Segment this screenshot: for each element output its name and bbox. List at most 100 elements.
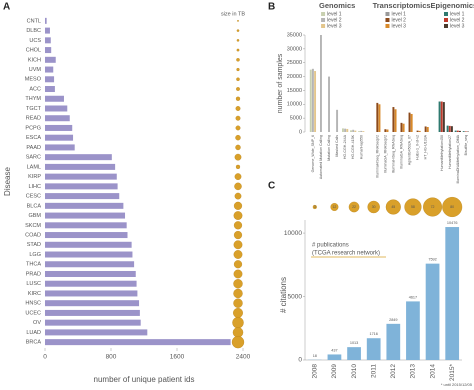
x-tick-label: 0 [43, 354, 47, 361]
y-tick-label: SKCM [25, 223, 41, 229]
bar [45, 280, 137, 287]
bar [45, 134, 74, 141]
x-tick-label: HG-CGH-415K [351, 134, 355, 159]
bar [309, 69, 312, 132]
panel-label: C [268, 181, 275, 192]
size-dot [237, 20, 239, 22]
bar [45, 105, 68, 112]
bar [45, 300, 140, 307]
value-label: 437 [331, 348, 337, 352]
bar [408, 112, 411, 132]
x-tick-label: IlluminaGA_RNASeqV2 [383, 135, 387, 173]
size-dot [234, 153, 242, 161]
legend-swatch [385, 24, 390, 28]
bar [446, 125, 449, 132]
y-tick-label: STAD [27, 242, 41, 248]
x-tick-label: AgilentG4502A_07 [408, 135, 412, 165]
size-dot [236, 39, 240, 42]
size-dot [235, 125, 241, 131]
bar [344, 128, 347, 132]
y-tick-label: THYM [25, 96, 41, 102]
y-tick-label: KICH [28, 57, 41, 63]
value-label: 2849 [389, 318, 397, 322]
bar [378, 104, 381, 132]
legend-label: level 3 [450, 23, 465, 29]
bar [346, 128, 349, 132]
bar [45, 251, 133, 258]
y-axis-label: # citations [279, 277, 288, 313]
bar [336, 109, 339, 132]
size-dot [235, 164, 241, 170]
legend-label: level 1 [450, 11, 465, 17]
bubble-label: 3 [314, 205, 316, 209]
y-tick-label: 5000 [290, 116, 302, 122]
x-tick-label: Automated Mutation Calling [319, 135, 323, 179]
bar [394, 109, 397, 132]
legend-swatch [444, 18, 448, 22]
y-tick-label: 0 [298, 357, 302, 364]
bar [376, 102, 379, 132]
x-tick-label: 2010 [351, 364, 358, 379]
size-dot [235, 96, 241, 101]
x-tick-label: 2011 [370, 364, 377, 378]
size-dot [234, 173, 242, 180]
y-tick-label: 30000 [287, 46, 302, 52]
size-dot [233, 230, 243, 240]
size-dot [235, 106, 241, 111]
legend-swatch [321, 18, 326, 22]
bar [45, 202, 124, 209]
x-tick-label: Genome_Wide_SNP_6 [311, 135, 315, 172]
size-dot [234, 192, 242, 200]
y-tick-label: KIRC [28, 291, 41, 297]
size-dot [233, 279, 243, 289]
bar [45, 339, 231, 346]
bar [45, 56, 56, 63]
y-axis-label: Disease [3, 167, 12, 196]
y-tick-label: UCS [29, 38, 41, 44]
bar [45, 329, 148, 336]
bar [328, 76, 330, 132]
bar [45, 115, 70, 122]
bar [450, 126, 453, 132]
y-tick-label: CESC [26, 194, 41, 200]
bar [45, 319, 141, 326]
bubble-label: 80 [450, 205, 454, 209]
bar [45, 124, 73, 131]
bar [464, 131, 467, 132]
bar [426, 127, 429, 132]
bar [366, 338, 381, 360]
size-dot [233, 250, 243, 259]
bar [327, 354, 342, 360]
x-tick-label: HT_HG-U133A [424, 134, 428, 159]
size-dot [231, 335, 245, 349]
bar [45, 183, 118, 190]
bar [45, 309, 140, 316]
value-label: 1013 [350, 341, 358, 345]
x-tick-label: 1600 [170, 354, 185, 361]
size-dot [236, 29, 240, 32]
bar [45, 37, 51, 44]
bar [448, 125, 451, 132]
size-dot [233, 260, 243, 269]
x-tick-label: 2008 [312, 364, 319, 379]
bar [360, 130, 363, 132]
y-tick-label: 5000 [288, 293, 303, 300]
y-tick-label: PAAD [26, 145, 41, 151]
bar [45, 66, 54, 73]
bar [440, 101, 443, 132]
bar [45, 76, 55, 83]
x-tick-label: 2015* [449, 364, 456, 381]
y-tick-label: PRAD [26, 271, 41, 277]
legend-swatch [321, 12, 326, 16]
legend-swatch [444, 12, 448, 16]
size-dot [236, 48, 240, 52]
size-label: size in TB [221, 11, 245, 17]
bubble [348, 201, 360, 213]
bar [454, 130, 457, 132]
size-dot [236, 58, 240, 62]
bar [45, 154, 112, 161]
bar [400, 122, 403, 132]
bar [311, 68, 314, 132]
x-tick-label: HumanHap550 [359, 135, 363, 159]
